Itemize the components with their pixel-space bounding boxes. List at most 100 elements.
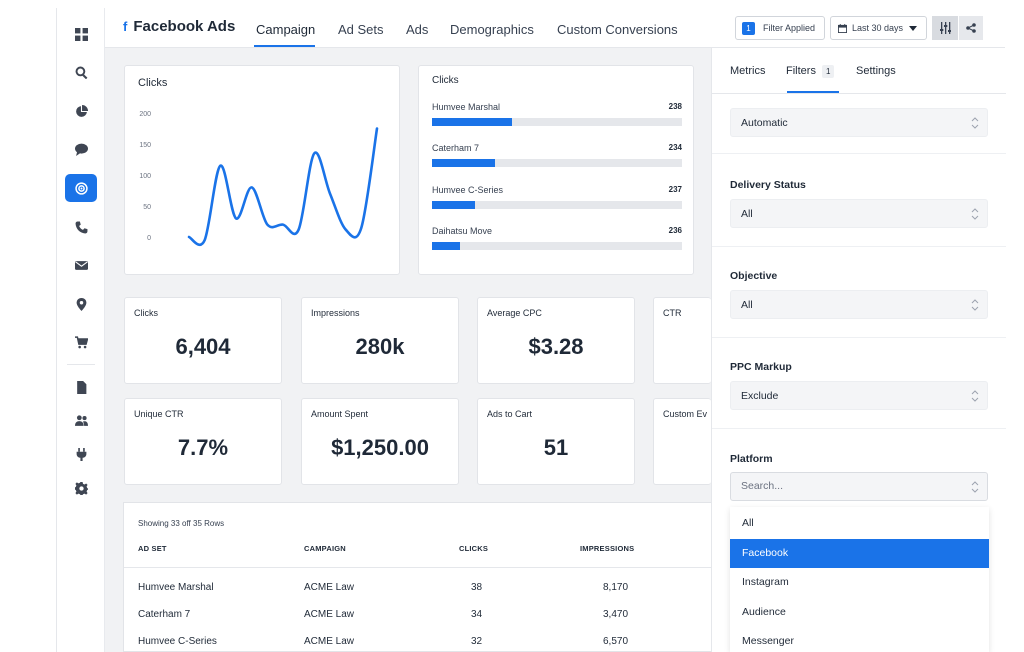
- cell-ad-set: Humvee Marshal: [138, 582, 214, 593]
- bar-value: 236: [668, 226, 682, 235]
- location-pin-icon[interactable]: [65, 290, 97, 318]
- date-range-dropdown[interactable]: Last 30 days: [830, 16, 927, 40]
- platform-search-field[interactable]: [730, 472, 988, 501]
- bar-label: Humvee C-Series: [432, 185, 504, 195]
- kpi-label: Average CPC: [487, 308, 542, 318]
- kpi-value: 51: [543, 435, 569, 460]
- tab-demographics[interactable]: Demographics: [450, 22, 534, 37]
- kpi-value: $3.28: [528, 334, 584, 359]
- bar-value: 234: [668, 143, 682, 152]
- cell-clicks: 38: [471, 582, 483, 593]
- ppc-markup-value: Exclude: [741, 390, 779, 402]
- mail-icon[interactable]: [65, 251, 97, 279]
- delivery-status-select[interactable]: All: [730, 199, 988, 228]
- bar-value: 238: [668, 102, 682, 111]
- delivery-status-value: All: [741, 208, 753, 220]
- share-button[interactable]: [959, 16, 983, 40]
- panel-tab-metrics[interactable]: Metrics: [730, 65, 766, 77]
- grid-icon[interactable]: [65, 20, 97, 48]
- bar-fill: [432, 118, 512, 126]
- bar-track: [432, 159, 682, 167]
- kpi-label: Clicks: [134, 308, 158, 318]
- select-chevron-icon: [971, 117, 979, 129]
- platform-option-instagram[interactable]: Instagram: [742, 576, 789, 588]
- filter-applied-button[interactable]: 1 Filter Applied: [735, 16, 825, 40]
- kpi-label: Custom Ev: [663, 409, 708, 419]
- rows-count-caption: Showing 33 off 35 Rows: [138, 519, 225, 528]
- bar-fill: [432, 159, 495, 167]
- kpi-value: 6,404: [175, 334, 231, 359]
- panel-tab-settings[interactable]: Settings: [856, 65, 896, 77]
- column-header-clicks[interactable]: CLICKS: [459, 544, 489, 553]
- pie-chart-icon[interactable]: [65, 97, 97, 125]
- clicks-bar-chart-card: Clicks Humvee Marshal 238 Caterham 7 234…: [418, 65, 694, 275]
- bar-label: Humvee Marshal: [432, 102, 501, 112]
- mode-select[interactable]: Automatic: [730, 108, 988, 137]
- document-icon[interactable]: [65, 373, 97, 401]
- kpi-value: $1,250.00: [331, 435, 429, 460]
- bar-track: [432, 201, 682, 209]
- caret-down-icon: [909, 25, 918, 31]
- kpi-card-custom-events: Custom Ev: [653, 398, 711, 485]
- kpi-card-average-cpc: Average CPC $3.28: [477, 297, 635, 384]
- gear-icon[interactable]: [65, 474, 97, 502]
- ppc-markup-select[interactable]: Exclude: [730, 381, 988, 410]
- cart-icon[interactable]: [65, 328, 97, 356]
- bar-fill: [432, 242, 460, 250]
- platform-search-input[interactable]: [741, 480, 961, 492]
- select-chevron-icon: [971, 481, 979, 493]
- kpi-value: 7.7%: [177, 435, 229, 460]
- plug-icon[interactable]: [65, 440, 97, 468]
- tab-ads[interactable]: Ads: [406, 22, 429, 37]
- cell-campaign: ACME Law: [304, 582, 355, 593]
- y-tick-label: 200: [139, 111, 151, 118]
- kpi-card-ads-to-cart: Ads to Cart 51: [477, 398, 635, 485]
- ppc-markup-label: PPC Markup: [730, 361, 792, 373]
- bar-chart-title: Clicks: [432, 75, 459, 86]
- chat-icon[interactable]: [65, 135, 97, 163]
- select-chevron-icon: [971, 208, 979, 220]
- tab-custom-conversions[interactable]: Custom Conversions: [557, 22, 678, 37]
- cell-campaign: ACME Law: [304, 609, 355, 620]
- clicks-series-line: [187, 127, 379, 246]
- select-chevron-icon: [971, 299, 979, 311]
- columns-settings-button[interactable]: [932, 16, 958, 40]
- app-window: f Facebook Ads Campaign Ad Sets Ads Demo…: [56, 8, 1006, 652]
- column-header-campaign[interactable]: CAMPAIGN: [304, 544, 346, 553]
- panel-tab-filters[interactable]: Filters 1: [786, 65, 835, 78]
- sidebar: [57, 8, 105, 652]
- objective-select[interactable]: All: [730, 290, 988, 319]
- bar-track: [432, 242, 682, 250]
- tab-campaign[interactable]: Campaign: [256, 22, 316, 37]
- clicks-line-chart-card: Clicks 200 150 100 50 0: [124, 65, 400, 275]
- bar-track: [432, 118, 682, 126]
- target-icon[interactable]: [65, 174, 97, 202]
- kpi-label: Impressions: [311, 308, 360, 318]
- sliders-icon: [939, 22, 951, 34]
- column-header-impressions[interactable]: IMPRESSIONS: [580, 544, 635, 553]
- kpi-card-clicks: Clicks 6,404: [124, 297, 282, 384]
- cell-clicks: 34: [471, 609, 483, 620]
- app-title: Facebook Ads: [133, 18, 236, 35]
- cell-ad-set: Caterham 7: [138, 609, 191, 620]
- header-divider: [124, 567, 712, 568]
- filters-count-badge: 1: [821, 65, 835, 78]
- platform-option-messenger[interactable]: Messenger: [742, 635, 794, 647]
- share-icon: [966, 23, 976, 33]
- cell-ad-set: Humvee C-Series: [138, 636, 217, 647]
- platform-option-all[interactable]: All: [742, 517, 754, 529]
- column-header-ad-set[interactable]: AD SET: [138, 544, 167, 553]
- cell-impressions: 6,570: [603, 636, 629, 647]
- calendar-icon: [838, 23, 847, 33]
- kpi-label: CTR: [663, 308, 682, 318]
- search-icon[interactable]: [65, 58, 97, 86]
- phone-icon[interactable]: [65, 213, 97, 241]
- platform-option-audience[interactable]: Audience: [742, 606, 786, 618]
- dashboard-main: Clicks 200 150 100 50 0 Clicks Humvee Marsha…: [105, 48, 712, 652]
- users-icon[interactable]: [65, 406, 97, 434]
- settings-panel: Metrics Filters 1 Settings Automatic Deli…: [711, 48, 1006, 652]
- platform-option-facebook[interactable]: Facebook: [730, 539, 989, 568]
- top-bar: f Facebook Ads Campaign Ad Sets Ads Demo…: [105, 8, 1005, 48]
- tab-ad-sets[interactable]: Ad Sets: [338, 22, 384, 37]
- platform-dropdown: All Facebook Instagram Audience Messenge…: [730, 507, 989, 652]
